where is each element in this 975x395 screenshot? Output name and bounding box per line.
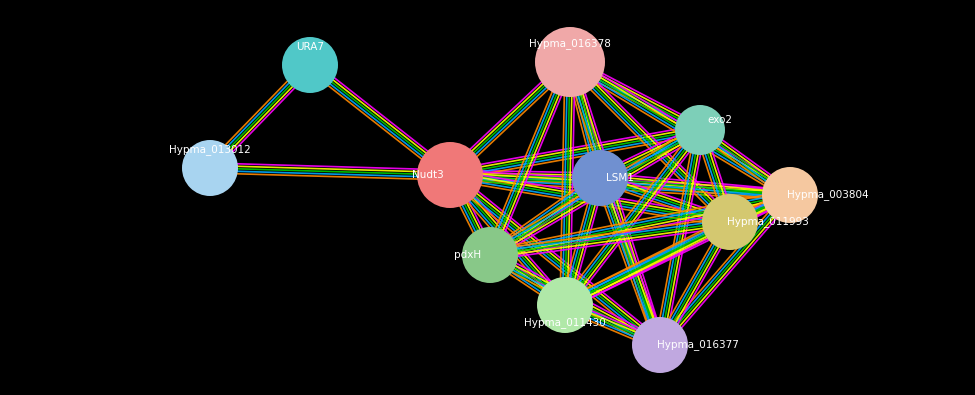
Circle shape	[462, 227, 518, 283]
Text: LSM1: LSM1	[606, 173, 634, 183]
Circle shape	[282, 37, 338, 93]
Text: Hypma_011993: Hypma_011993	[727, 216, 809, 228]
Text: Nudt3: Nudt3	[412, 170, 444, 180]
Circle shape	[537, 277, 593, 333]
Circle shape	[632, 317, 688, 373]
Circle shape	[762, 167, 818, 223]
Text: Hypma_003804: Hypma_003804	[787, 190, 869, 200]
Text: Hypma_013012: Hypma_013012	[169, 145, 251, 156]
Circle shape	[702, 194, 758, 250]
Text: URA7: URA7	[296, 42, 324, 52]
Circle shape	[182, 140, 238, 196]
Circle shape	[535, 27, 605, 97]
Circle shape	[417, 142, 483, 208]
Text: Hypma_016377: Hypma_016377	[657, 340, 739, 350]
Text: exo2: exo2	[708, 115, 732, 125]
Circle shape	[675, 105, 725, 155]
Text: Hypma_016378: Hypma_016378	[529, 39, 611, 49]
Text: pdxH: pdxH	[454, 250, 482, 260]
Circle shape	[572, 150, 628, 206]
Text: Hypma_011430: Hypma_011430	[525, 318, 605, 329]
